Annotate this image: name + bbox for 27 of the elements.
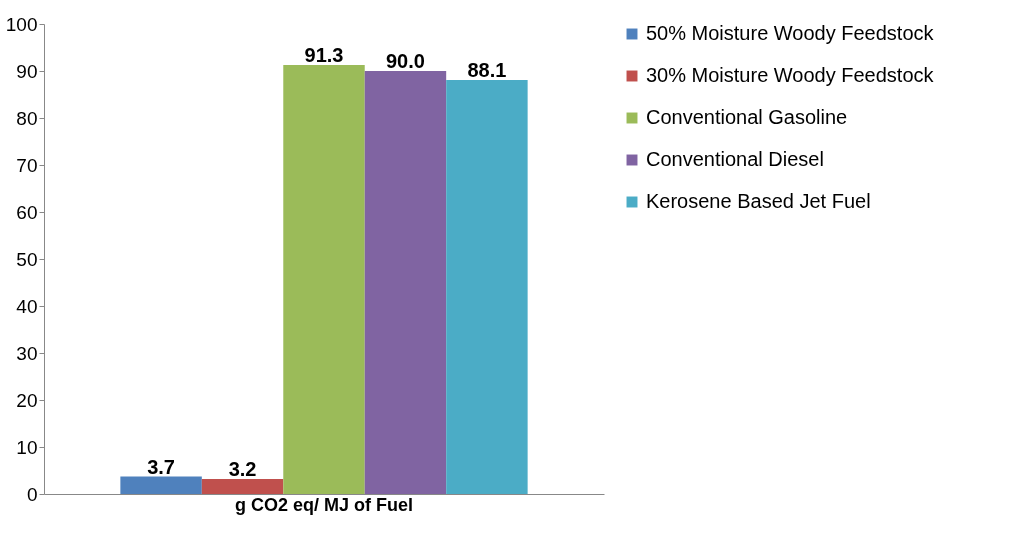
bar <box>283 64 365 494</box>
y-tick-label: 40 <box>16 295 38 317</box>
bar <box>201 478 284 494</box>
y-tick-label: 80 <box>16 107 38 129</box>
bar <box>446 79 528 494</box>
legend-label: Kerosene Based Jet Fuel <box>646 190 871 212</box>
y-tick-label: 60 <box>16 201 38 223</box>
y-tick-label: 30 <box>16 342 38 364</box>
bar <box>120 476 202 494</box>
legend-label: 50% Moisture Woody Feedstock <box>646 22 935 44</box>
y-tick-label: 50 <box>16 248 38 270</box>
y-tick-label: 100 <box>5 13 38 35</box>
data-label: 91.3 <box>304 43 344 66</box>
data-label: 88.1 <box>467 58 507 81</box>
data-label: 3.2 <box>228 457 257 480</box>
legend-label: 30% Moisture Woody Feedstock <box>646 64 935 86</box>
y-tick-label: 70 <box>16 154 38 176</box>
y-tick-label: 0 <box>26 483 38 505</box>
y-tick-label: 20 <box>16 389 38 411</box>
legend-label: Conventional Gasoline <box>646 106 848 128</box>
data-label: 3.7 <box>147 455 175 478</box>
data-label: 90.0 <box>385 50 425 72</box>
x-tick-label: g CO2 eq/ MJ of Fuel <box>234 494 414 515</box>
y-tick-label: 90 <box>16 60 38 82</box>
bar <box>364 71 447 494</box>
y-tick-label: 10 <box>16 436 38 458</box>
legend-label: Conventional Diesel <box>646 148 824 170</box>
